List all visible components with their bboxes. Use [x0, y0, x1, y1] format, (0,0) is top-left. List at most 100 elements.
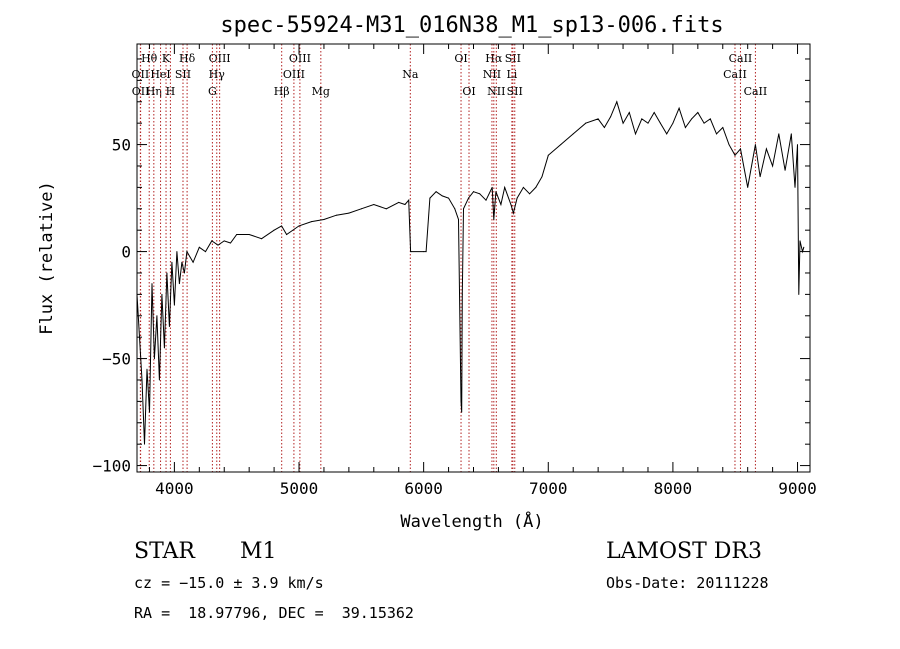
- x-tick-label: 9000: [778, 479, 817, 498]
- spectrum-point: [541, 176, 543, 178]
- spectrum-point: [463, 208, 465, 210]
- spectrum-point: [435, 191, 437, 193]
- spectrum-point: [491, 186, 493, 188]
- spectrum-point: [186, 251, 188, 253]
- spectrum-point: [529, 193, 531, 195]
- y-tick-label: 0: [121, 243, 131, 262]
- spectrum-point: [153, 358, 155, 360]
- spectrum-point: [217, 244, 219, 246]
- spectrum-point: [778, 133, 780, 135]
- spectrum-point: [739, 148, 741, 150]
- spectral-line-label: OIII: [209, 52, 231, 65]
- spectrum-point: [512, 212, 514, 214]
- spectrum-point: [192, 261, 194, 263]
- spectrum-point: [248, 233, 250, 235]
- spectrum-point: [666, 133, 668, 135]
- spectrum-point: [728, 144, 730, 146]
- spectral-line-label: Na: [402, 68, 419, 81]
- spectrum-point: [410, 251, 412, 253]
- spectrum-point: [672, 122, 674, 124]
- spectral-line-label: Hη: [146, 85, 162, 98]
- spectrum-point: [163, 347, 165, 349]
- spectrum-point: [460, 400, 462, 402]
- spectrum-point: [597, 118, 599, 120]
- spectrum-point: [790, 133, 792, 135]
- spectral-line-label: NII: [483, 68, 501, 81]
- spectrum-point: [628, 111, 630, 113]
- x-tick-label: 8000: [654, 479, 693, 498]
- spectrum-point: [236, 233, 238, 235]
- spectral-line-label: OII: [132, 85, 150, 98]
- spectrum-point: [161, 293, 163, 295]
- spectrum-line: [136, 100, 805, 445]
- spectrum-point: [408, 199, 410, 201]
- spectral-line-label: SII: [507, 85, 523, 98]
- spectrum-point: [547, 154, 549, 156]
- spectrum-point: [647, 122, 649, 124]
- spectrum-point: [148, 411, 150, 413]
- spectrum-point: [765, 148, 767, 150]
- spectrum-point: [516, 197, 518, 199]
- spectral-line-label: OI: [462, 85, 475, 98]
- spectrum-point: [610, 116, 612, 118]
- spectral-line-label: OIII: [289, 52, 311, 65]
- spectrum-point: [641, 118, 643, 120]
- spectrum-point: [335, 214, 337, 216]
- spectral-line-label: Hα: [485, 52, 503, 65]
- object-class: STAR: [134, 539, 195, 564]
- spectrum-point: [183, 272, 185, 274]
- spectrum-point: [261, 238, 263, 240]
- spectrum-point: [585, 122, 587, 124]
- x-tick-label: 5000: [280, 479, 319, 498]
- spectral-line-label: SII: [505, 52, 521, 65]
- spectrum-point: [691, 118, 693, 120]
- spectral-line-label: CaII: [744, 85, 768, 98]
- redshift-readout: cz = −15.0 ± 3.9 km/s: [134, 574, 324, 592]
- spectrum-point: [310, 221, 312, 223]
- spectrum-point: [423, 251, 425, 253]
- spectrum-series: [136, 100, 805, 445]
- coordinates: RA = 18.97796, DEC = 39.15362: [134, 604, 414, 622]
- spectrum-point: [181, 261, 183, 263]
- y-tick-label: −100: [92, 457, 131, 476]
- spectral-line-label: Hθ: [141, 52, 158, 65]
- spectrum-point: [479, 193, 481, 195]
- spectrum-point: [273, 229, 275, 231]
- spectrum-point: [722, 126, 724, 128]
- spectrum-point: [659, 122, 661, 124]
- plot-frame: [136, 43, 811, 473]
- spectrum-point: [360, 208, 362, 210]
- x-tick-label: 6000: [404, 479, 443, 498]
- x-tick-label: 4000: [155, 479, 194, 498]
- spectrum-point: [797, 144, 799, 146]
- spectrum-point: [535, 186, 537, 188]
- spectrum-point: [716, 133, 718, 135]
- spectral-line-label: K: [162, 52, 171, 65]
- spectrum-point: [441, 195, 443, 197]
- spectrum-point: [803, 246, 805, 248]
- spectrum-point: [173, 304, 175, 306]
- survey-name: LAMOST DR3: [606, 539, 762, 564]
- spectrum-point: [151, 283, 153, 285]
- spectrum-point: [398, 201, 400, 203]
- spectral-line-label: NII: [487, 85, 505, 98]
- spectrum-point: [448, 197, 450, 199]
- spectrum-point: [385, 208, 387, 210]
- spectrum-point: [678, 107, 680, 109]
- spectrum-point: [454, 208, 456, 210]
- spectrum-point: [616, 101, 618, 103]
- y-tick-label: −50: [102, 350, 131, 369]
- spectrum-point: [146, 368, 148, 370]
- spectrum-point: [734, 154, 736, 156]
- spectrum-point: [798, 293, 800, 295]
- spectrum-point: [211, 240, 213, 242]
- spectral-line-label: Hδ: [179, 52, 196, 65]
- spectrum-point: [223, 240, 225, 242]
- x-axis-label: Wavelength (Å): [400, 510, 543, 532]
- spectral-line-label: OIII: [283, 68, 305, 81]
- spectral-line-label: CaII: [729, 52, 753, 65]
- spectrum-point: [522, 186, 524, 188]
- spectrum-point: [754, 144, 756, 146]
- axes: 4000 5000 6000 7000 8000 9000 −100 −50 0 50: [92, 44, 817, 498]
- spectral-line-label: Hγ: [209, 68, 226, 81]
